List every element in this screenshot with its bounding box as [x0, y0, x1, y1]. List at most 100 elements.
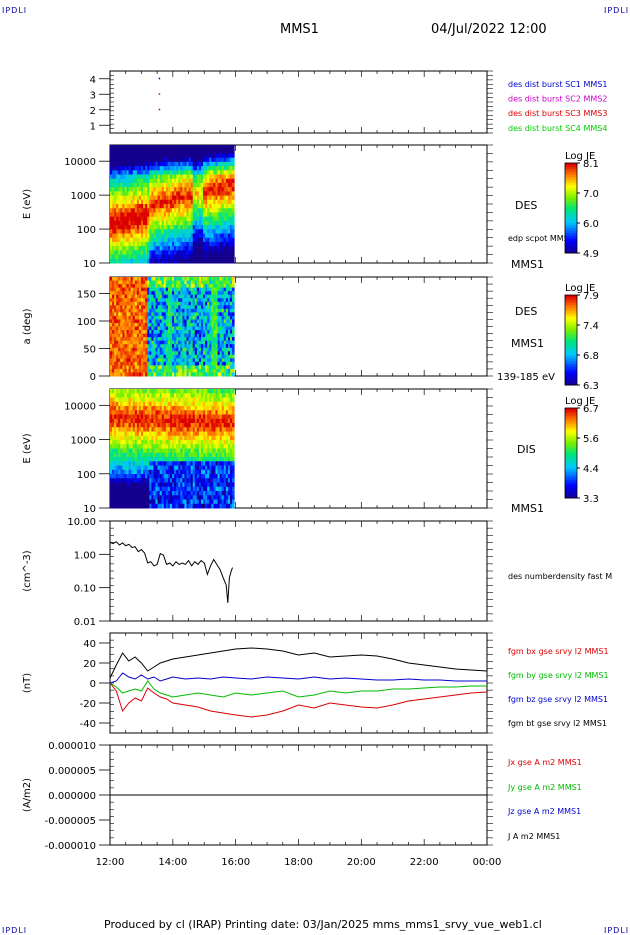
y-tick-label-0: 1: [90, 121, 96, 132]
spectrogram-cell: [232, 302, 235, 306]
spectrogram-cell: [232, 309, 235, 313]
spectrogram-cell: [232, 242, 235, 247]
colorbar-2: [565, 295, 580, 386]
spectrogram-cell: [232, 221, 235, 226]
colorbar-tick-label-2: 7.4: [583, 321, 599, 332]
colorbar-tick-label-1: 4.9: [583, 249, 599, 260]
spectrogram-cell: [232, 319, 235, 323]
panel-frame-0: [110, 71, 487, 133]
spectrogram-cell: [232, 234, 235, 239]
spectrogram-cell: [232, 162, 235, 167]
legend-entry: des dist burst SC1 MMS1: [508, 80, 607, 89]
spectrogram-cell: [232, 316, 235, 320]
colorbar-tick-label-1: 7.0: [583, 189, 599, 200]
spectrogram-cell: [232, 158, 235, 163]
colorbar-tick-label-2: 7.9: [583, 291, 599, 302]
instrument-label-des: DES: [515, 199, 537, 212]
spectrogram-cell: [232, 208, 235, 213]
y-axis-label-1: E (eV): [22, 189, 33, 219]
colorbar-tick-label-1: 8.1: [583, 159, 599, 170]
y-tick-label-2: 50: [83, 345, 96, 356]
spectrogram-cell: [232, 145, 235, 150]
y-axis-label-2: a (deg): [22, 308, 33, 344]
y-tick-label-0: 2: [90, 106, 96, 117]
spectrogram-cell: [232, 217, 235, 222]
spectrogram-cell: [232, 225, 235, 230]
y-tick-label-2: 0: [90, 372, 96, 383]
burst-point: [159, 109, 161, 111]
y-tick-label-0: 4: [90, 75, 96, 86]
spectrogram-cell: [232, 355, 235, 359]
x-tick-label: 00:00: [473, 857, 502, 868]
x-tick-label: 22:00: [410, 857, 439, 868]
spectrogram-cell: [232, 259, 235, 264]
burst-point: [159, 93, 161, 95]
spectrogram-cell: [232, 281, 235, 285]
legend-entry: des dist burst SC4 MMS4: [508, 124, 607, 133]
x-tick-label: 20:00: [347, 857, 376, 868]
spectrogram-cell: [232, 334, 235, 338]
spectrogram-cell: [232, 212, 235, 217]
sc-label: MMS1: [511, 258, 544, 271]
instrument-label-pad: DES: [515, 305, 537, 318]
spectrogram-cell: [232, 170, 235, 175]
panel-0-minor-ticks: [110, 71, 493, 133]
y-tick-label-0: 3: [90, 90, 96, 101]
x-tick-label: 12:00: [96, 857, 125, 868]
spectrogram-cell: [232, 204, 235, 209]
spectrogram-cell: [232, 344, 235, 348]
spectrogram-cell: [232, 153, 235, 158]
spectrogram-cell: [232, 337, 235, 341]
energy-range-label: 139-185 eV: [497, 372, 555, 383]
burst-point: [159, 78, 161, 80]
spectrogram-cell: [232, 277, 235, 281]
spectrogram-cell: [232, 229, 235, 234]
spectrogram-cell: [232, 288, 235, 292]
spectrogram-cell: [232, 323, 235, 327]
y-tick-label-1: 10: [83, 259, 96, 270]
spectrogram-cell: [232, 305, 235, 309]
sc-label-pad: MMS1: [511, 337, 544, 350]
x-tick-label: 14:00: [158, 857, 187, 868]
spectrogram-cell: [232, 183, 235, 188]
spectrogram-3: [110, 389, 235, 509]
spectrogram-cell: [232, 166, 235, 171]
spectrogram-cell: [232, 341, 235, 345]
colorbar-tick-label-1: 6.0: [583, 219, 599, 230]
y-tick-label-1: 10000: [64, 157, 96, 168]
spectrogram-cell: [232, 246, 235, 251]
spectrogram-cell: [232, 369, 235, 373]
y-tick-label-1: 1000: [71, 191, 96, 202]
spectrogram-cell: [232, 196, 235, 201]
spectrogram-cell: [232, 238, 235, 243]
legend-entry: des dist burst SC3 MMS3: [508, 109, 607, 118]
spectrogram-cell: [232, 327, 235, 331]
colorbar-tick-label-2: 6.3: [583, 381, 599, 392]
legend-entry: des dist burst SC2 MMS2: [508, 95, 607, 104]
y-tick-label-2: 100: [77, 317, 96, 328]
scpot-label: edp scpot MMS1: [508, 234, 574, 243]
y-tick-label-2: 150: [77, 290, 96, 301]
spectrogram-cell: [232, 149, 235, 154]
spectrogram-cell: [232, 250, 235, 255]
colorbar-tick-label-2: 6.8: [583, 351, 599, 362]
spectrogram-cell: [232, 330, 235, 334]
spectrogram-cell: [232, 362, 235, 366]
spectrogram-cell: [232, 358, 235, 362]
y-tick-label-1: 100: [77, 225, 96, 236]
spectrogram-cell: [232, 291, 235, 295]
spectrogram-1: [110, 145, 235, 264]
spectrogram-cell: [232, 298, 235, 302]
x-tick-label: 18:00: [284, 857, 313, 868]
spectrogram-cell: [232, 187, 235, 192]
spectrogram-cell: [232, 312, 235, 316]
spectrogram-cell: [232, 351, 235, 355]
spectrogram-cell: [232, 200, 235, 205]
spectrogram-cell: [232, 372, 235, 376]
spectrogram-2: [110, 277, 235, 377]
spectrogram-cell: [232, 348, 235, 352]
spectrogram-cell: [232, 284, 235, 288]
spectrogram-cell: [232, 295, 235, 299]
